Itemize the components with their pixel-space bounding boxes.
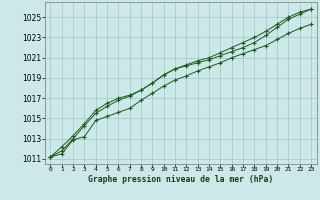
X-axis label: Graphe pression niveau de la mer (hPa): Graphe pression niveau de la mer (hPa) [88, 175, 273, 184]
